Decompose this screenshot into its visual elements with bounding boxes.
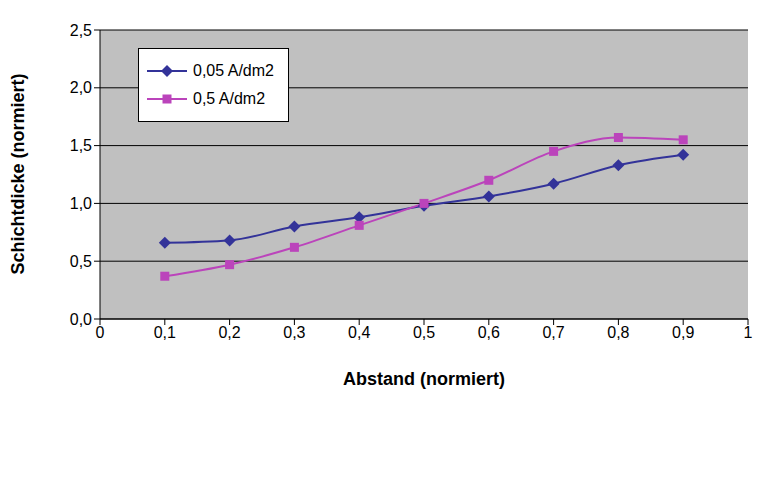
html-text:0,05 A/dm2: 0,05 A/dm2	[193, 62, 274, 79]
svg-text:0,8: 0,8	[607, 324, 629, 341]
svg-text:0,6: 0,6	[478, 324, 500, 341]
svg-text:0,5: 0,5	[413, 324, 435, 341]
svg-text:Abstand (normiert): Abstand (normiert)	[343, 369, 505, 389]
svg-text:0: 0	[96, 324, 105, 341]
svg-text:1,0: 1,0	[70, 195, 92, 212]
svg-text:0,1: 0,1	[154, 324, 176, 341]
svg-text:2,0: 2,0	[70, 79, 92, 96]
html-text:0,5 A/dm2: 0,5 A/dm2	[193, 90, 265, 107]
svg-text:0,5: 0,5	[70, 253, 92, 270]
svg-text:Schichtdicke (normiert): Schichtdicke (normiert)	[8, 73, 28, 274]
svg-text:0,3: 0,3	[283, 324, 305, 341]
svg-text:0,4: 0,4	[348, 324, 370, 341]
svg-text:0,2: 0,2	[218, 324, 240, 341]
svg-text:0,0: 0,0	[70, 311, 92, 328]
svg-text:1: 1	[744, 324, 753, 341]
svg-text:1,5: 1,5	[70, 137, 92, 154]
svg-text:0,9: 0,9	[672, 324, 694, 341]
svg-text:2,5: 2,5	[70, 22, 92, 39]
svg-text:0,7: 0,7	[542, 324, 564, 341]
